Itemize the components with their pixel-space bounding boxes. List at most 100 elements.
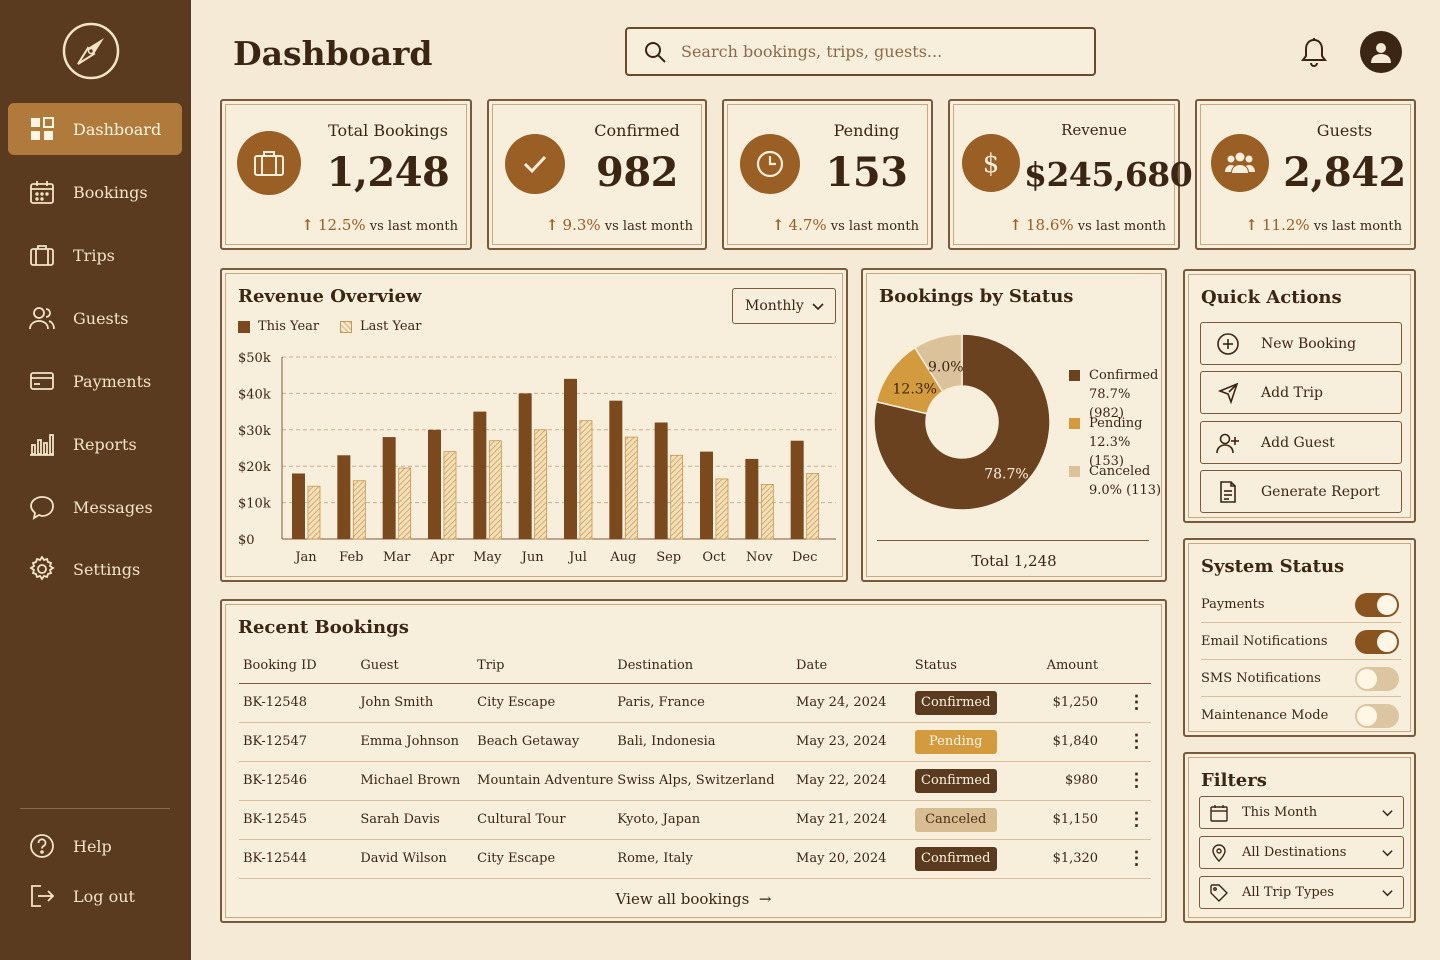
sidebar-item-label: Log out: [73, 886, 135, 906]
sidebar-item-guests[interactable]: Guests: [8, 292, 182, 344]
search-bar[interactable]: [625, 27, 1096, 76]
bar-this-year: [382, 437, 396, 539]
stat-trend: ↑ 12.5% vs last month: [301, 216, 458, 234]
cell-trip: City Escape: [473, 683, 614, 723]
cell-id: BK-12546: [239, 761, 357, 801]
system-status-title: System Status: [1201, 556, 1345, 577]
y-tick-label: $30k: [238, 424, 271, 439]
maintenance-mode-toggle[interactable]: [1355, 704, 1399, 728]
quick-actions-title: Quick Actions: [1201, 287, 1342, 308]
sidebar-item-trips[interactable]: Trips: [8, 229, 182, 281]
arrow-right-icon: →: [758, 890, 772, 908]
cell-guest: David Wilson: [356, 839, 474, 879]
table-row[interactable]: BK-12546 Michael Brown Mountain Adventure S…: [239, 761, 1151, 801]
sidebar-item-label: Help: [73, 836, 112, 856]
chevron-down-icon: [812, 303, 824, 311]
cell-destination: Bali, Indonesia: [613, 722, 793, 762]
search-input[interactable]: [681, 42, 1061, 61]
cell-guest: Sarah Davis: [356, 800, 474, 840]
sidebar-item-logout[interactable]: Log out: [8, 870, 182, 922]
donut-slice-label: 12.3%: [893, 381, 937, 397]
period-dropdown[interactable]: Monthly: [732, 288, 836, 324]
legend-confirmed: Confirmed 78.7% (982): [1069, 366, 1165, 423]
filter-destination-select[interactable]: All Destinations: [1199, 836, 1404, 869]
x-tick-label: Sep: [656, 550, 681, 565]
legend-canceled: Canceled 9.0% (113): [1069, 462, 1161, 500]
row-menu-icon[interactable]: ⋮: [1118, 761, 1151, 801]
plus-circle-icon: [1217, 332, 1239, 355]
donut-slice-confirmed: [873, 333, 1051, 511]
stat-trend: ↑ 18.6% vs last month: [1009, 216, 1166, 234]
x-tick-label: Dec: [792, 550, 817, 565]
y-tick-label: $0: [238, 533, 255, 548]
add-guest-button[interactable]: Add Guest: [1200, 421, 1402, 464]
column-header: Trip: [473, 649, 614, 684]
stat-value: 153: [825, 149, 909, 196]
cell-trip: Cultural Tour: [473, 800, 614, 840]
stat-card-total-bookings: Total Bookings 1,248 ↑ 12.5% vs last mon…: [220, 99, 472, 250]
bell-icon[interactable]: [1299, 37, 1329, 69]
status-row-maintenance: Maintenance Mode: [1201, 697, 1401, 734]
table-row[interactable]: BK-12545 Sarah Davis Cultural Tour Kyoto, J…: [239, 800, 1151, 840]
bar-this-year: [654, 422, 668, 539]
bar-last-year: [760, 483, 774, 540]
revenue-title: Revenue Overview: [238, 286, 422, 307]
new-booking-button[interactable]: New Booking: [1200, 322, 1402, 365]
row-menu-icon[interactable]: ⋮: [1118, 683, 1151, 723]
x-tick-label: Feb: [339, 550, 363, 565]
bar-last-year: [534, 429, 548, 540]
bar-last-year: [307, 485, 321, 540]
table-row[interactable]: BK-12547 Emma Johnson Beach Getaway Bali, I…: [239, 722, 1151, 762]
sidebar-item-label: Messages: [73, 497, 153, 517]
generate-report-button[interactable]: Generate Report: [1200, 470, 1402, 513]
legend-swatch: [340, 320, 352, 333]
suitcase-icon: [254, 151, 284, 176]
cell-amount: $980: [1022, 761, 1119, 801]
stat-icon-circle: [1211, 134, 1269, 192]
payments-toggle[interactable]: [1355, 593, 1399, 617]
sidebar-item-label: Dashboard: [73, 119, 162, 139]
sidebar-item-messages[interactable]: Messages: [8, 481, 182, 533]
x-tick-label: Oct: [702, 550, 726, 565]
sidebar-item-settings[interactable]: Settings: [8, 543, 182, 595]
row-menu-icon[interactable]: ⋮: [1118, 839, 1151, 879]
cell-status: Confirmed: [910, 839, 1023, 879]
stat-icon-circle: $: [962, 134, 1020, 192]
sidebar-item-bookings[interactable]: Bookings: [8, 166, 182, 218]
view-all-bookings-link[interactable]: View all bookings →: [615, 890, 772, 908]
cell-date: May 20, 2024: [792, 839, 911, 879]
filter-trip-type-select[interactable]: All Trip Types: [1199, 876, 1404, 909]
donut-slice-canceled: [913, 333, 963, 393]
table-row[interactable]: BK-12544 David Wilson City Escape Rome, Ita…: [239, 839, 1151, 879]
sms-notifications-toggle[interactable]: [1355, 667, 1399, 691]
stat-card-confirmed: Confirmed 982 ↑ 9.3% vs last month: [487, 99, 707, 250]
cell-guest: John Smith: [356, 683, 474, 723]
bookings-status-card: Bookings by Status 78.7% 12.3% 9.0% Confir…: [861, 268, 1167, 582]
y-tick-label: $10k: [238, 497, 271, 512]
column-header: Amount: [1022, 649, 1119, 684]
logout-icon: [29, 883, 55, 909]
email-notifications-toggle[interactable]: [1355, 630, 1399, 654]
group-icon: [1225, 152, 1255, 173]
system-status-card: System Status Payments Email Notificatio…: [1183, 538, 1416, 737]
sidebar-item-payments[interactable]: Payments: [8, 355, 182, 407]
x-tick-label: Jul: [567, 550, 587, 565]
stat-card-pending: Pending 153 ↑ 4.7% vs last month: [722, 99, 933, 250]
legend-last-year: Last Year: [340, 319, 422, 334]
row-menu-icon[interactable]: ⋮: [1118, 800, 1151, 840]
sidebar-item-reports[interactable]: Reports: [8, 418, 182, 470]
filter-date-select[interactable]: This Month: [1199, 796, 1404, 829]
status-title: Bookings by Status: [879, 286, 1074, 307]
status-total: Total 1,248: [971, 552, 1057, 570]
row-menu-icon[interactable]: ⋮: [1118, 722, 1151, 762]
bar-chart-icon: [29, 431, 55, 457]
sidebar-item-help[interactable]: Help: [8, 820, 182, 872]
donut-slice-label: 9.0%: [928, 359, 964, 375]
avatar[interactable]: [1360, 31, 1402, 73]
table-row[interactable]: BK-12548 John Smith City Escape Paris, Fran…: [239, 683, 1151, 723]
sidebar-item-dashboard[interactable]: Dashboard: [8, 103, 182, 155]
sidebar-item-label: Bookings: [73, 182, 148, 202]
bar-this-year: [292, 473, 305, 539]
bar-last-year: [624, 436, 638, 540]
add-trip-button[interactable]: Add Trip: [1200, 371, 1402, 414]
